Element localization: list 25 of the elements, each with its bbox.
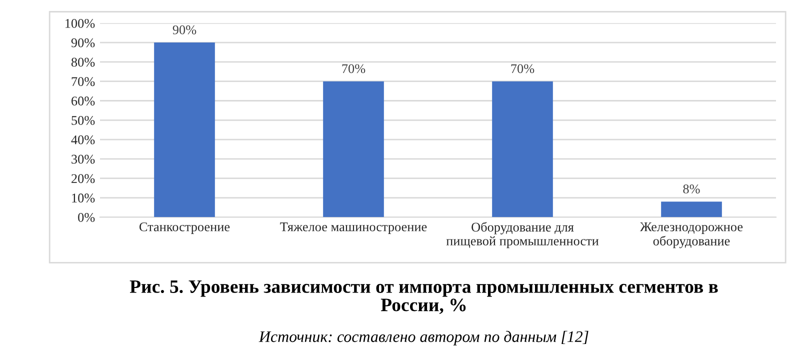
y-tick-label: 70% xyxy=(72,77,95,86)
data-label: 70% xyxy=(342,64,366,74)
y-tick-label: 0% xyxy=(78,212,95,222)
y-tick-label: 30% xyxy=(72,154,95,164)
y-tick-label: 50% xyxy=(72,116,95,125)
x-tick-label: Железнодорожное оборудование xyxy=(640,222,743,248)
bar xyxy=(154,42,215,218)
x-tick-label: Оборудование для пищевой промышленности xyxy=(446,222,599,248)
y-tick-label: 80% xyxy=(71,58,95,67)
bar xyxy=(492,81,553,218)
bar xyxy=(661,202,722,218)
text: Рис. 5. Уровень зависимости от импорта промышленных сегментов в России, % xyxy=(130,280,718,314)
y-tick-label: 20% xyxy=(72,174,95,184)
x-tick-label: Тяжелое машиностроение xyxy=(280,222,427,234)
y-tick-label: 90% xyxy=(71,38,95,48)
y-tick-label: 60% xyxy=(72,96,95,106)
text: Источник: составлено автором по данным [12] xyxy=(258,330,588,346)
y-tick-label: 40% xyxy=(71,135,95,144)
data-label: 70% xyxy=(511,64,534,74)
bar xyxy=(323,81,384,218)
y-tick-label: 100% xyxy=(66,18,95,28)
y-tick-label: 10% xyxy=(72,194,95,203)
data-label: 90% xyxy=(172,25,196,34)
data-label: 8% xyxy=(683,184,700,194)
x-tick-label: Станкостроение xyxy=(139,222,230,234)
